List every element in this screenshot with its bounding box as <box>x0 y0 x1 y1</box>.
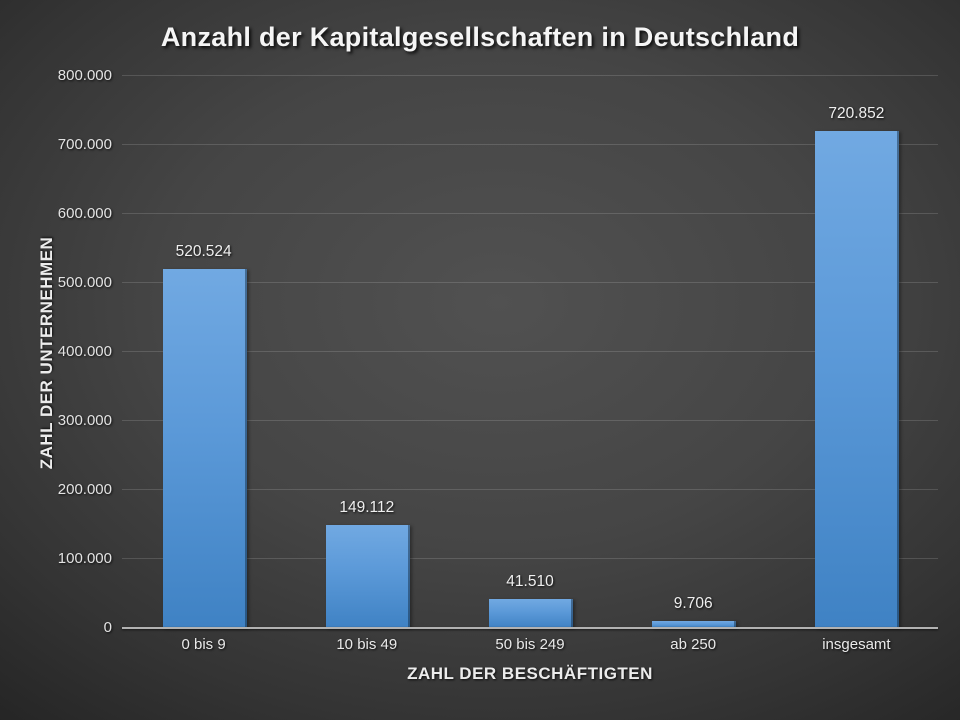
y-tick-label: 700.000 <box>57 136 112 153</box>
y-tick-label: 300.000 <box>57 412 112 429</box>
bar-ab 250 <box>652 621 737 628</box>
gridline <box>122 144 938 145</box>
y-tick-label: 800.000 <box>57 67 112 84</box>
plot-area <box>122 75 938 629</box>
x-tick-label: 0 bis 9 <box>181 636 226 653</box>
y-tick-label: 0 <box>103 619 112 636</box>
x-axis-title: ZAHL DER BESCHÄFTIGTEN <box>407 664 653 683</box>
y-tick-label: 500.000 <box>57 274 112 291</box>
x-tick-label: insgesamt <box>822 636 891 653</box>
gridline <box>122 351 938 352</box>
bar-50 bis 249 <box>489 599 573 628</box>
bar-insgesamt <box>815 130 900 628</box>
gridline <box>122 75 938 76</box>
bar-value-label: 720.852 <box>828 104 885 122</box>
bar-value-label: 9.706 <box>673 595 713 613</box>
x-tick-label: 10 bis 49 <box>336 636 398 653</box>
y-tick-label: 100.000 <box>57 550 112 567</box>
bar-10 bis 49 <box>325 525 410 628</box>
gridline <box>122 213 938 214</box>
gridline <box>122 420 938 421</box>
x-axis-line <box>122 627 938 629</box>
x-tick-label: ab 250 <box>670 636 717 653</box>
gridline <box>122 489 938 490</box>
bar-value-label: 41.510 <box>506 573 554 591</box>
bar-0 bis 9 <box>162 268 247 628</box>
gridline <box>122 558 938 559</box>
bar-value-label: 520.524 <box>175 242 232 260</box>
chart-title: Anzahl der Kapitalgesellschaften in Deut… <box>160 22 800 52</box>
y-tick-label: 200.000 <box>57 481 112 498</box>
gridline <box>122 282 938 283</box>
x-tick-label: 50 bis 249 <box>495 636 565 653</box>
y-tick-label: 600.000 <box>57 205 112 222</box>
bar-value-label: 149.112 <box>339 499 395 517</box>
y-tick-label: 400.000 <box>57 343 112 360</box>
